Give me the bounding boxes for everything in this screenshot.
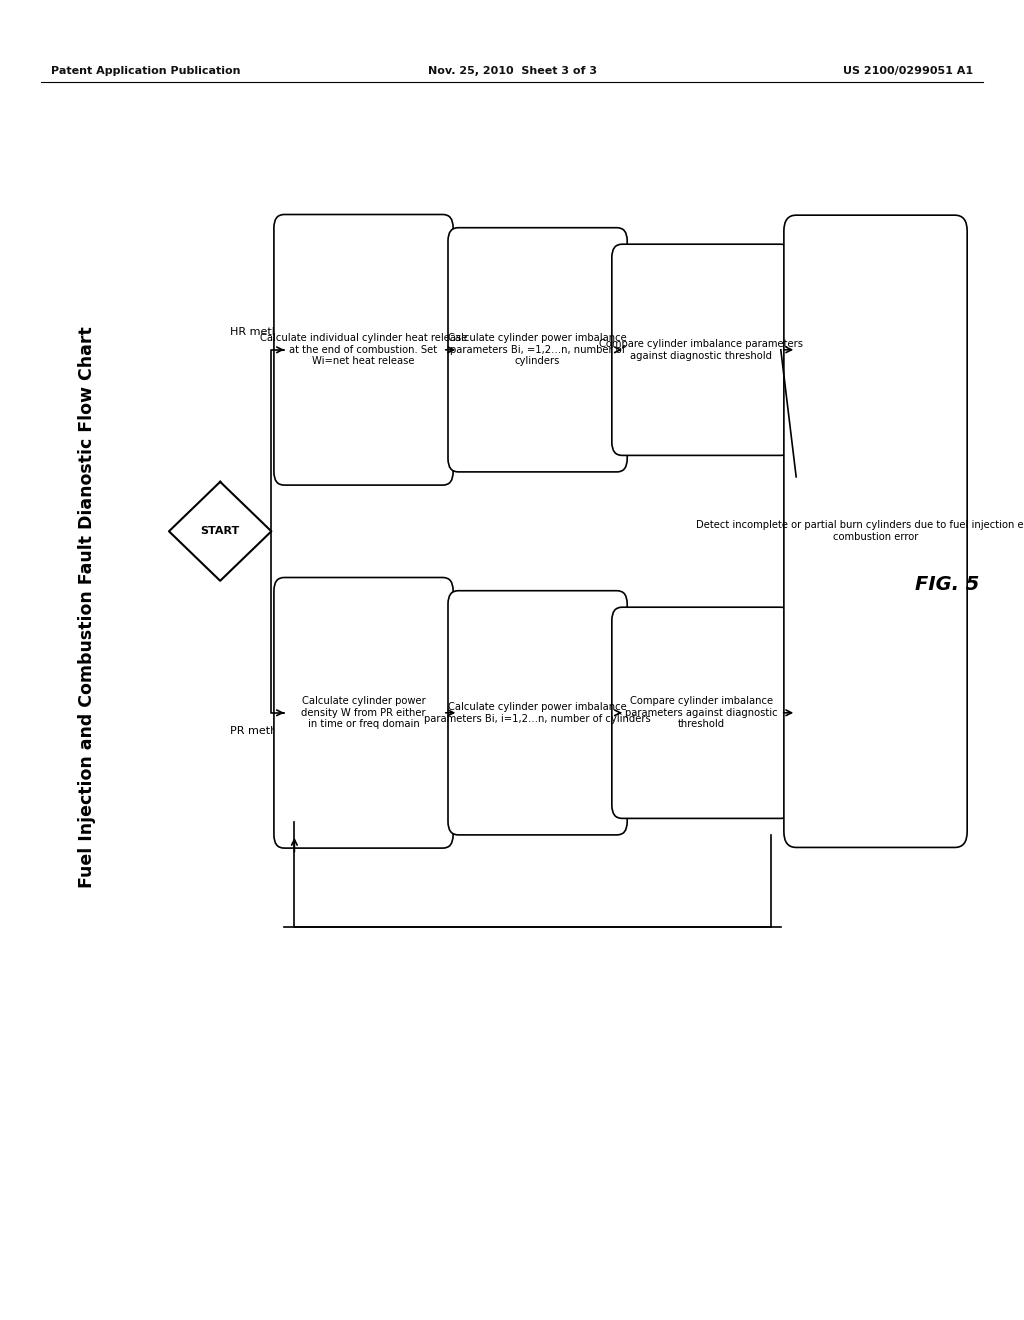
FancyBboxPatch shape — [612, 244, 791, 455]
Text: Patent Application Publication: Patent Application Publication — [51, 66, 241, 77]
Text: Fuel Injection and Combustion Fault Dianostic Flow Chart: Fuel Injection and Combustion Fault Dian… — [78, 326, 96, 888]
FancyBboxPatch shape — [612, 607, 791, 818]
Text: Detect incomplete or partial burn cylinders due to fuel injection error or
combu: Detect incomplete or partial burn cylind… — [696, 520, 1024, 543]
FancyBboxPatch shape — [784, 215, 967, 847]
Text: Compare cylinder imbalance parameters
against diagnostic threshold: Compare cylinder imbalance parameters ag… — [599, 339, 804, 360]
Text: START: START — [201, 527, 240, 536]
FancyBboxPatch shape — [449, 591, 627, 836]
FancyBboxPatch shape — [273, 215, 453, 486]
Text: Calculate cylinder power imbalance
parameters Bi, =1,2…n, number of
cylinders: Calculate cylinder power imbalance param… — [449, 333, 627, 367]
Text: Calculate individual cylinder heat release
at the end of combustion. Set
Wi=net : Calculate individual cylinder heat relea… — [260, 333, 467, 367]
Text: Calculate cylinder power imbalance
parameters Bi, i=1,2…n, number of cylinders: Calculate cylinder power imbalance param… — [424, 702, 651, 723]
Text: Compare cylinder imbalance
parameters against diagnostic
threshold: Compare cylinder imbalance parameters ag… — [625, 696, 778, 730]
Text: FIG. 5: FIG. 5 — [915, 574, 979, 594]
Text: HR method: HR method — [230, 326, 293, 337]
Polygon shape — [169, 482, 271, 581]
FancyBboxPatch shape — [449, 227, 627, 473]
Text: Nov. 25, 2010  Sheet 3 of 3: Nov. 25, 2010 Sheet 3 of 3 — [427, 66, 597, 77]
Text: US 2100/0299051 A1: US 2100/0299051 A1 — [843, 66, 973, 77]
Text: PR method: PR method — [230, 726, 292, 737]
FancyBboxPatch shape — [273, 578, 453, 847]
Text: Calculate cylinder power
density W from PR either
in time or freq domain: Calculate cylinder power density W from … — [301, 696, 426, 730]
